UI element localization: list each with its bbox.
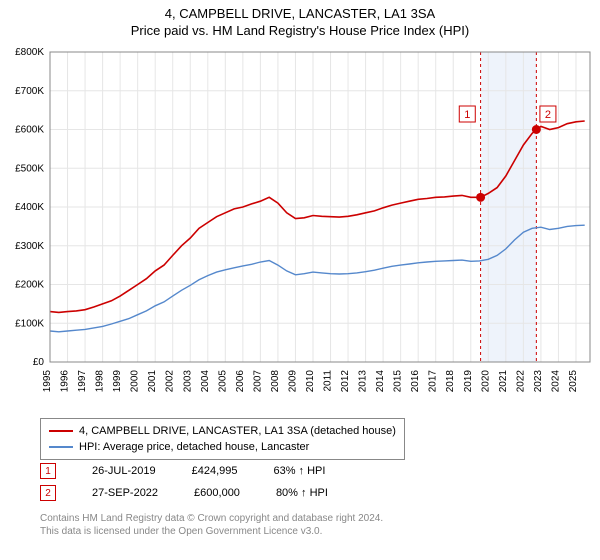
transaction-delta: 63% ↑ HPI xyxy=(273,465,325,477)
transaction-price: £424,995 xyxy=(192,465,238,477)
transaction-row: 1 26-JUL-2019 £424,995 63% ↑ HPI xyxy=(40,460,328,482)
svg-text:2024: 2024 xyxy=(550,370,561,393)
chart: £0 £100K £200K £300K £400K £500K £600K £700K £80… xyxy=(0,42,600,412)
svg-text:2003: 2003 xyxy=(182,370,193,393)
svg-text:£500K: £500K xyxy=(15,163,44,174)
svg-text:1997: 1997 xyxy=(77,370,88,393)
svg-text:2005: 2005 xyxy=(217,370,228,393)
legend-row-hpi: HPI: Average price, detached house, Lanc… xyxy=(49,439,396,455)
svg-text:1998: 1998 xyxy=(95,370,106,393)
svg-text:2015: 2015 xyxy=(393,370,404,393)
footer-line-2: This data is licensed under the Open Gov… xyxy=(40,525,383,538)
title-line-2: Price paid vs. HM Land Registry's House … xyxy=(0,23,600,38)
transaction-row: 2 27-SEP-2022 £600,000 80% ↑ HPI xyxy=(40,482,328,504)
title-block: 4, CAMPBELL DRIVE, LANCASTER, LA1 3SA Pr… xyxy=(0,0,600,38)
footer-line-1: Contains HM Land Registry data © Crown c… xyxy=(40,512,383,525)
svg-text:2010: 2010 xyxy=(305,370,316,393)
svg-text:2004: 2004 xyxy=(200,370,211,393)
svg-text:2008: 2008 xyxy=(270,370,281,393)
svg-text:2019: 2019 xyxy=(463,370,474,393)
svg-text:1: 1 xyxy=(464,109,470,121)
transactions-table: 1 26-JUL-2019 £424,995 63% ↑ HPI 2 27-SE… xyxy=(40,460,328,504)
svg-text:1995: 1995 xyxy=(42,370,53,393)
svg-text:2001: 2001 xyxy=(147,370,158,393)
title-line-1: 4, CAMPBELL DRIVE, LANCASTER, LA1 3SA xyxy=(0,6,600,21)
svg-text:2007: 2007 xyxy=(252,370,263,393)
svg-text:£0: £0 xyxy=(33,357,45,368)
svg-text:2016: 2016 xyxy=(410,370,421,393)
transaction-badge-2: 2 xyxy=(40,485,56,501)
svg-text:2022: 2022 xyxy=(515,370,526,393)
svg-text:2020: 2020 xyxy=(480,370,491,393)
transaction-price: £600,000 xyxy=(194,487,240,499)
svg-text:£700K: £700K xyxy=(15,86,44,97)
legend-swatch-price-paid xyxy=(49,430,73,432)
legend-swatch-hpi xyxy=(49,446,73,448)
transaction-delta: 80% ↑ HPI xyxy=(276,487,328,499)
svg-text:£800K: £800K xyxy=(15,47,44,58)
transaction-badge-1: 1 xyxy=(40,463,56,479)
svg-text:1999: 1999 xyxy=(112,370,123,393)
chart-svg: £0 £100K £200K £300K £400K £500K £600K £700K £80… xyxy=(0,42,600,412)
svg-text:2023: 2023 xyxy=(533,370,544,393)
svg-text:£600K: £600K xyxy=(15,125,44,136)
svg-text:2009: 2009 xyxy=(287,370,298,393)
svg-text:2013: 2013 xyxy=(358,370,369,393)
svg-text:2011: 2011 xyxy=(323,370,334,392)
chart-container: 4, CAMPBELL DRIVE, LANCASTER, LA1 3SA Pr… xyxy=(0,0,600,560)
svg-text:£200K: £200K xyxy=(15,280,44,291)
transaction-date: 27-SEP-2022 xyxy=(92,487,158,499)
svg-text:1996: 1996 xyxy=(60,370,71,393)
svg-text:2006: 2006 xyxy=(235,370,246,393)
svg-text:2018: 2018 xyxy=(445,370,456,393)
svg-text:2014: 2014 xyxy=(375,370,386,393)
svg-text:2012: 2012 xyxy=(340,370,351,393)
svg-text:2017: 2017 xyxy=(428,370,439,393)
svg-text:£300K: £300K xyxy=(15,241,44,252)
legend-label-price-paid: 4, CAMPBELL DRIVE, LANCASTER, LA1 3SA (d… xyxy=(79,423,396,439)
transaction-date: 26-JUL-2019 xyxy=(92,465,156,477)
legend-label-hpi: HPI: Average price, detached house, Lanc… xyxy=(79,439,309,455)
legend: 4, CAMPBELL DRIVE, LANCASTER, LA1 3SA (d… xyxy=(40,418,405,460)
svg-text:2025: 2025 xyxy=(568,370,579,393)
legend-row-price-paid: 4, CAMPBELL DRIVE, LANCASTER, LA1 3SA (d… xyxy=(49,423,396,439)
svg-text:£100K: £100K xyxy=(15,318,44,329)
svg-text:2: 2 xyxy=(545,109,551,121)
svg-text:£400K: £400K xyxy=(15,202,44,213)
svg-text:2021: 2021 xyxy=(498,370,509,393)
footer: Contains HM Land Registry data © Crown c… xyxy=(40,512,383,538)
svg-text:2002: 2002 xyxy=(165,370,176,393)
svg-text:2000: 2000 xyxy=(130,370,141,393)
